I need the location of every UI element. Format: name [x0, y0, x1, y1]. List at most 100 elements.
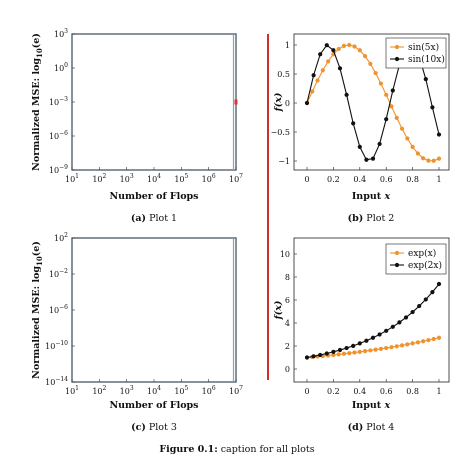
- plot-2-xtick-label: 0.6: [380, 175, 393, 184]
- plot-1-xtick-base: 10: [147, 175, 157, 184]
- plot-3-ylabel-sub: 10: [35, 256, 44, 266]
- plot-4: 10 8 6 4 2 0 0 0.2 0.4 0.6 0.8 1 exp(x)exp(2x) Inp…: [273, 237, 450, 433]
- plot-1-marker: [234, 99, 238, 105]
- plot-1-xtick-exp: 4: [157, 173, 161, 180]
- plot-3-xtick-label: 107: [229, 385, 243, 396]
- plot-4-y-ticks: 10 8 6 4 2 0: [280, 250, 297, 374]
- plot-4-series-1-point: [389, 345, 394, 350]
- plot-3-ytick-label: 102: [54, 232, 68, 243]
- plot-4-series-1-point: [362, 349, 368, 354]
- plot-3-caption-label: (c): [131, 422, 146, 433]
- plot-1-xtick-base: 10: [174, 175, 184, 184]
- plot-1-xtick-base: 10: [120, 175, 130, 184]
- plot-4-xtick-label: 0.2: [327, 387, 340, 396]
- plot-1-xtick-base: 10: [65, 175, 75, 184]
- plot-4-series-1-point: [373, 347, 378, 352]
- plot-3-ytick-exp: −14: [55, 376, 68, 383]
- plot-4-series-1-point: [357, 349, 362, 354]
- plot-3-xtick-base: 10: [174, 387, 184, 396]
- plot-1-frame: [71, 33, 237, 171]
- plot-3-ytick-label: 10−14: [45, 376, 68, 387]
- plot-3-xtick-exp: 4: [157, 385, 161, 392]
- plot-3-xtick-label: 103: [120, 385, 134, 396]
- plot-1-caption-text: Plot 1: [146, 213, 177, 224]
- plot-2-axes-box: [293, 33, 450, 171]
- plot-2-ytick-label: −0.5: [271, 128, 290, 137]
- plot-2-series-2-point: [304, 100, 310, 106]
- plot-3-xtick-base: 10: [65, 387, 75, 396]
- figure-caption: Figure 0.1: caption for all plots: [159, 444, 314, 455]
- plot-1-ytick-exp: 0: [64, 62, 68, 69]
- plot-2-series-1-point: [315, 78, 320, 83]
- plot-2-legend-box: [385, 37, 447, 69]
- plot-3-xtick-exp: 5: [185, 385, 189, 392]
- plot-3-xtick-exp: 6: [212, 385, 216, 392]
- plot-2-x-ticks: 0 0.2 0.4 0.6 0.8 1: [304, 167, 442, 184]
- plot-2-series-1-point: [373, 70, 378, 76]
- plot-4-series-2-point: [344, 345, 349, 351]
- plot-2: 1 0.5 0 −0.5 −1 0 0.2 0.4 0.6 0.8 1 sin(5x)sin(10…: [271, 33, 450, 224]
- plot-1-xtick-label: 105: [174, 173, 188, 184]
- plot-3-ylabel-paren: (e): [31, 241, 42, 256]
- plot-1-xtick-label: 102: [92, 173, 106, 184]
- plot-1-ylabel-sub: 10: [35, 48, 44, 58]
- plot-4-series-2-point: [403, 315, 409, 320]
- plot-3-xtick-label: 106: [202, 385, 216, 396]
- plot-2-series-1-point: [357, 48, 362, 53]
- plot-4-ytick-label: 6: [285, 296, 290, 305]
- plot-2-caption: (b) Plot 2: [348, 213, 395, 224]
- plot-3-ytick-exp: 2: [64, 232, 68, 239]
- plot-1-ytick-base: 10: [49, 166, 59, 175]
- plot-1-caption-label: (a): [131, 213, 146, 224]
- plot-2-series-2-point: [384, 117, 389, 122]
- plot-4-series-1-point: [347, 351, 352, 356]
- plot-2-series-1-point: [347, 42, 352, 48]
- plot-2-series-2-point: [351, 121, 356, 126]
- plot-2-xtick-label: 0.4: [353, 175, 366, 184]
- plot-1-xtick-label: 104: [147, 173, 161, 184]
- plot-3-xtick-label: 105: [174, 385, 188, 396]
- plot-2-series-2-point: [364, 157, 369, 162]
- plot-3-ytick-label: 10−10: [45, 340, 68, 351]
- plot-3-frame: [71, 237, 237, 383]
- plot-4-series-1-point: [421, 339, 426, 344]
- plot-2-xtick-label: 0: [304, 175, 309, 184]
- plot-4-series-2-point: [304, 355, 310, 360]
- plot-3-ylabel-main: Normalized MSE: log: [31, 266, 42, 379]
- plot-4-series-2-point: [430, 290, 435, 295]
- plot-4-series-2-point: [377, 332, 382, 337]
- plot-1-ytick-label: 10−6: [49, 130, 68, 141]
- plot-4-xtick-label: 0.8: [406, 387, 419, 396]
- plot-3-xtick-base: 10: [202, 387, 212, 396]
- plot-4-series-2-point: [311, 354, 316, 359]
- plot-2-xlabel: Input x: [352, 191, 391, 202]
- plot-4-xlabel: Input x: [352, 400, 391, 411]
- plot-2-series-1-point: [341, 43, 347, 48]
- plot-3-ytick-base: 10: [45, 342, 55, 351]
- plot-3-xtick-base: 10: [120, 387, 130, 396]
- plot-2-series-1-point: [421, 156, 426, 161]
- plot-4-series-1-point: [399, 343, 405, 348]
- plot-4-series-2-line: [306, 283, 440, 359]
- plot-1-xtick-base: 10: [202, 175, 212, 184]
- plot-2-y-ticks: 1 0.5 0 −0.5 −1: [271, 41, 297, 166]
- plot-2-series-1-point: [310, 89, 315, 94]
- plot-4-caption-label: (d): [348, 422, 364, 433]
- plot-1-ytick-exp: −3: [59, 96, 68, 103]
- plot-1-x-ticks: 101 102 103 104 105 106 107: [65, 167, 243, 184]
- plot-4-series-1-point: [410, 341, 415, 346]
- plot-1-ytick-base: 10: [49, 98, 59, 107]
- plot-2-ytick-label: −1: [278, 157, 290, 166]
- plot-4-xtick-label: 0.4: [353, 387, 366, 396]
- plot-4-x-ticks: 0 0.2 0.4 0.6 0.8 1: [304, 379, 442, 396]
- plot-4-series-1-point: [352, 350, 357, 355]
- plot-1-ytick-label: 10−9: [49, 164, 68, 175]
- plot-2-series-1-point: [352, 44, 357, 49]
- plot-2-series-2-point: [357, 144, 362, 150]
- plot-4-series-1-point: [431, 336, 436, 342]
- plot-1-xtick-exp: 3: [130, 173, 134, 180]
- plot-2-ylabel: f(x): [273, 93, 284, 113]
- plot-3-caption-text: Plot 3: [146, 422, 177, 433]
- plot-4-legend-label: exp(x): [408, 248, 436, 259]
